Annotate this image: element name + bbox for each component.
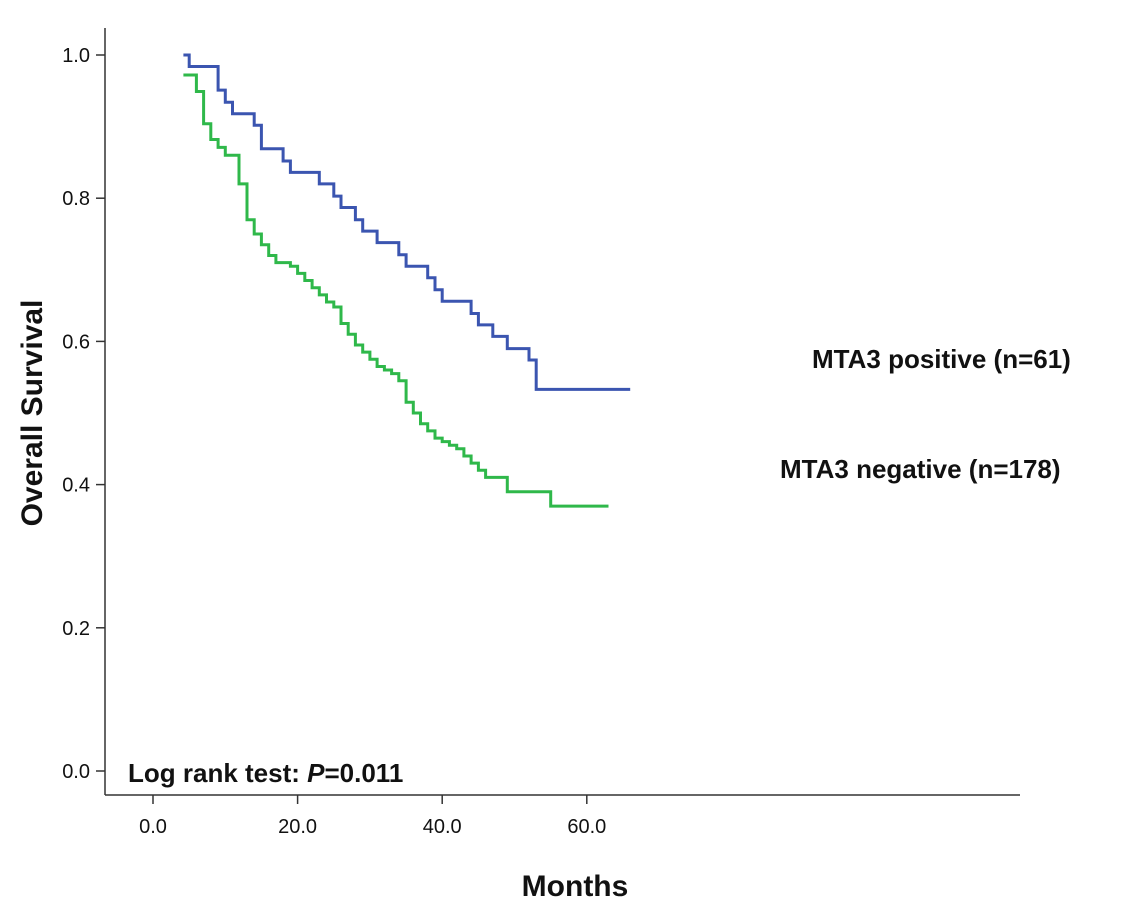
series-label-positive: MTA3 positive (n=61) (812, 344, 1071, 374)
series-lines (183, 53, 631, 508)
x-ticks: 0.0 20.0 40.0 60.0 (139, 795, 606, 838)
y-tick-label: 0.8 (62, 188, 90, 210)
annotation-p-value: =0.011 (324, 758, 403, 788)
y-tick-label: 0.4 (62, 475, 90, 497)
y-axis-title: Overall Survival (16, 300, 49, 527)
annotation-prefix: Log rank test: (128, 758, 307, 788)
x-tick-label: 40.0 (423, 816, 462, 838)
series-label-negative: MTA3 negative (n=178) (780, 454, 1061, 484)
y-tick-label: 0.6 (62, 331, 90, 353)
x-axis-title: Months (522, 870, 629, 903)
x-tick-label: 60.0 (567, 816, 606, 838)
log-rank-annotation: Log rank test: P=0.011 (128, 758, 403, 788)
y-ticks: 0.0 0.2 0.4 0.6 0.8 1.0 (62, 45, 105, 783)
x-tick-label: 20.0 (278, 816, 317, 838)
y-tick-label: 0.2 (62, 618, 90, 640)
series-line-negative (183, 73, 609, 508)
annotation-p-symbol: P (307, 758, 325, 788)
y-tick-label: 0.0 (62, 761, 90, 783)
series-line-positive (183, 53, 631, 391)
y-tick-label: 1.0 (62, 45, 90, 67)
x-tick-label: 0.0 (139, 816, 167, 838)
